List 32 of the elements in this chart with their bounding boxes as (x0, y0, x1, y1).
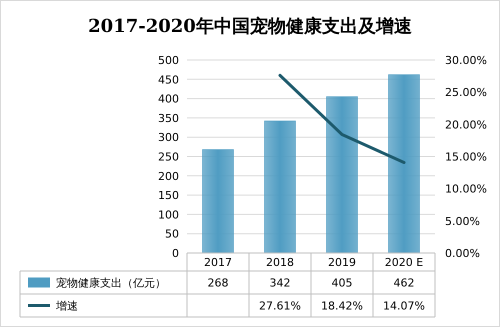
y-tick-label: 250 (158, 150, 179, 164)
y-tick-label: 50 (165, 228, 179, 241)
y-tick-label: 300 (158, 131, 179, 144)
y-tick-label: 0 (172, 247, 179, 260)
y-tick-label: 150 (158, 189, 179, 202)
y-tick-label: 200 (158, 170, 179, 183)
y2-tick-label: 0.00% (445, 247, 480, 260)
y-tick-label: 400 (158, 92, 179, 106)
y2-tick-label: 15.00% (445, 150, 487, 164)
data-label: 18.42% (321, 300, 363, 312)
y2-tick-label: 25.00% (445, 86, 487, 100)
y-tick-label: 500 (158, 54, 179, 67)
data-label: 462 (394, 276, 414, 290)
y2-tick-label: 10.00% (445, 182, 487, 196)
chart-title: 2017-2020年中国宠物健康支出及增速 (88, 16, 412, 37)
y2-tick-label: 5.00% (445, 214, 480, 228)
y-tick-label: 450 (158, 73, 179, 86)
data-label: 405 (332, 276, 352, 290)
data-label: 342 (270, 276, 290, 290)
y-tick-label: 350 (158, 112, 179, 125)
x-tick-label: 2020 E (384, 256, 424, 269)
x-tick-label: 2017 (204, 256, 232, 269)
data-label: 268 (208, 276, 228, 290)
x-tick-label: 2018 (266, 256, 294, 269)
data-label: 14.07% (383, 300, 425, 312)
data-label: 27.61% (259, 300, 301, 312)
y2-tick-label: 30.00% (445, 54, 487, 67)
x-tick-label: 2019 (328, 256, 356, 269)
y2-tick-label: 20.00% (445, 118, 487, 132)
legend-label: 宠物健康支出（亿元） (56, 276, 166, 290)
legend-label: 增速 (55, 300, 78, 312)
y-tick-label: 100 (158, 208, 179, 222)
